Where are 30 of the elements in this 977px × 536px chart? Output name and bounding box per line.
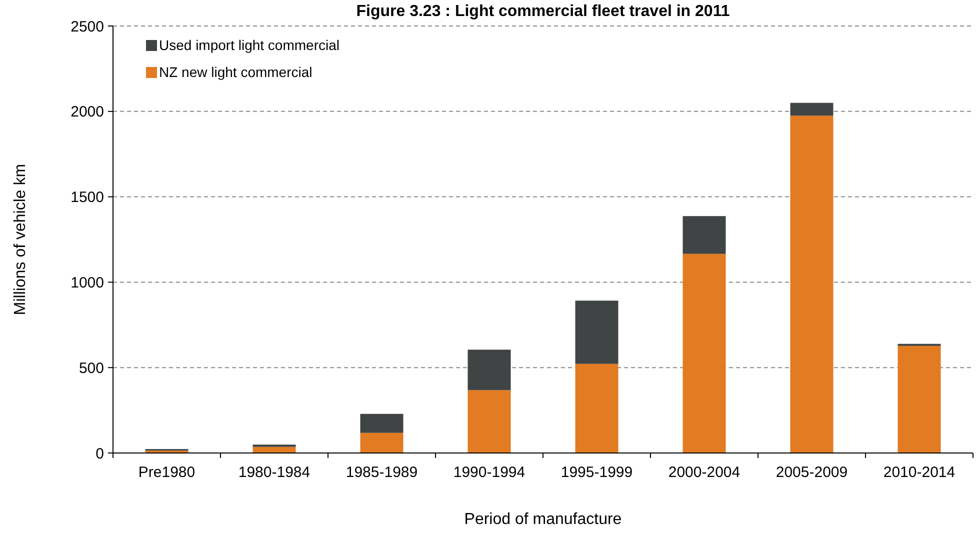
chart-title: Figure 3.23 : Light commercial fleet travel in 2011: [356, 3, 730, 20]
bar: [575, 364, 618, 453]
y-tick-label: 1000: [70, 274, 104, 292]
bar: [790, 116, 834, 453]
y-tick-label: 0: [96, 445, 104, 462]
bar: [575, 300, 618, 364]
legend-label: Used import light commercial: [159, 37, 340, 53]
legend-label: NZ new light commercial: [159, 64, 312, 80]
bar: [360, 414, 404, 433]
y-axis-title: Millions of vehicle km: [12, 164, 29, 316]
y-tick-label: 1500: [70, 189, 104, 206]
bar: [682, 254, 726, 453]
x-tick-label: 2000-2004: [668, 464, 740, 481]
x-tick-label: 1985-1989: [346, 464, 418, 481]
bar: [682, 216, 726, 254]
bar: [468, 350, 511, 390]
x-tick-label: 2010-2014: [883, 464, 956, 481]
y-tick-label: 2000: [70, 104, 104, 121]
x-tick-label: 2005-2009: [776, 464, 848, 481]
x-tick-label: 1980-1984: [238, 464, 310, 481]
bar: [360, 432, 404, 453]
x-tick-label: Pre1980: [138, 464, 196, 481]
bar: [790, 102, 834, 116]
bar: [468, 390, 511, 453]
bar: [898, 346, 941, 453]
x-tick-label: 1990-1994: [453, 464, 526, 481]
x-axis-title: Period of manufacture: [464, 511, 622, 528]
y-tick-label: 500: [78, 360, 104, 377]
x-tick-label: 1995-1999: [560, 464, 633, 481]
y-tick-label: 2500: [70, 18, 104, 36]
